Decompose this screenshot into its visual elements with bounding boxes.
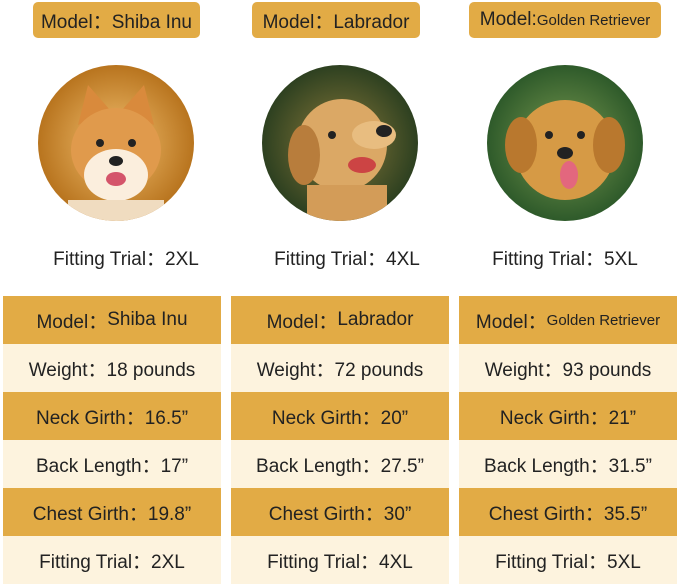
model-tag-shiba: Model：Shiba Inu [33, 2, 200, 38]
table-chest-girth: Chest Girth：35.5” [459, 488, 677, 536]
model-name: Golden Retriever [546, 311, 661, 329]
model-name: Labrador [337, 309, 414, 330]
model-name: Golden Retriever [536, 11, 651, 29]
model-tag-labrador: Model：Labrador [252, 2, 420, 38]
table-neck-girth: Neck Girth：21” [459, 392, 677, 440]
table-weight: Weight：93 pounds [459, 344, 677, 392]
table-back-length: Back Length：27.5” [231, 440, 449, 488]
fitting-trial-shiba: Fitting Trial：2XL [53, 249, 199, 270]
table-weight: Weight：18 pounds [3, 344, 221, 392]
model-label: Model：Shiba Inu [40, 11, 193, 33]
table-weight: Weight：72 pounds [231, 344, 449, 392]
table-fitting-trial: Fitting Trial：2XL [3, 536, 221, 584]
table-chest-girth: Chest Girth：30” [231, 488, 449, 536]
model-label: Model: [479, 9, 537, 30]
table-model: Model： Labrador [231, 296, 449, 344]
size-table-labrador: Model： Labrador Weight：72 pounds Neck Gir… [231, 296, 449, 584]
model-prefix: Model： [475, 311, 547, 333]
model-name: Shiba Inu [107, 309, 188, 330]
model-prefix: Model： [266, 311, 338, 333]
table-back-length: Back Length：17” [3, 440, 221, 488]
size-table-golden: Model： Golden Retriever Weight：93 pounds … [459, 296, 677, 584]
table-back-length: Back Length：31.5” [459, 440, 677, 488]
fitting-trial-golden: Fitting Trial：5XL [492, 249, 638, 270]
model-label: Model：Labrador [262, 11, 410, 33]
table-neck-girth: Neck Girth：16.5” [3, 392, 221, 440]
golden-retriever-photo [487, 65, 643, 221]
labrador-photo [262, 65, 418, 221]
table-fitting-trial: Fitting Trial：4XL [231, 536, 449, 584]
table-fitting-trial: Fitting Trial：5XL [459, 536, 677, 584]
shiba-inu-photo [38, 65, 194, 221]
size-table-shiba: Model： Shiba Inu Weight：18 pounds Neck Gi… [3, 296, 221, 584]
table-model: Model： Shiba Inu [3, 296, 221, 344]
fitting-trial-labrador: Fitting Trial：4XL [274, 249, 420, 270]
table-chest-girth: Chest Girth：19.8” [3, 488, 221, 536]
table-neck-girth: Neck Girth：20” [231, 392, 449, 440]
model-tag-golden: Model: Golden Retriever [469, 2, 661, 38]
table-model: Model： Golden Retriever [459, 296, 677, 344]
model-prefix: Model： [36, 311, 108, 333]
